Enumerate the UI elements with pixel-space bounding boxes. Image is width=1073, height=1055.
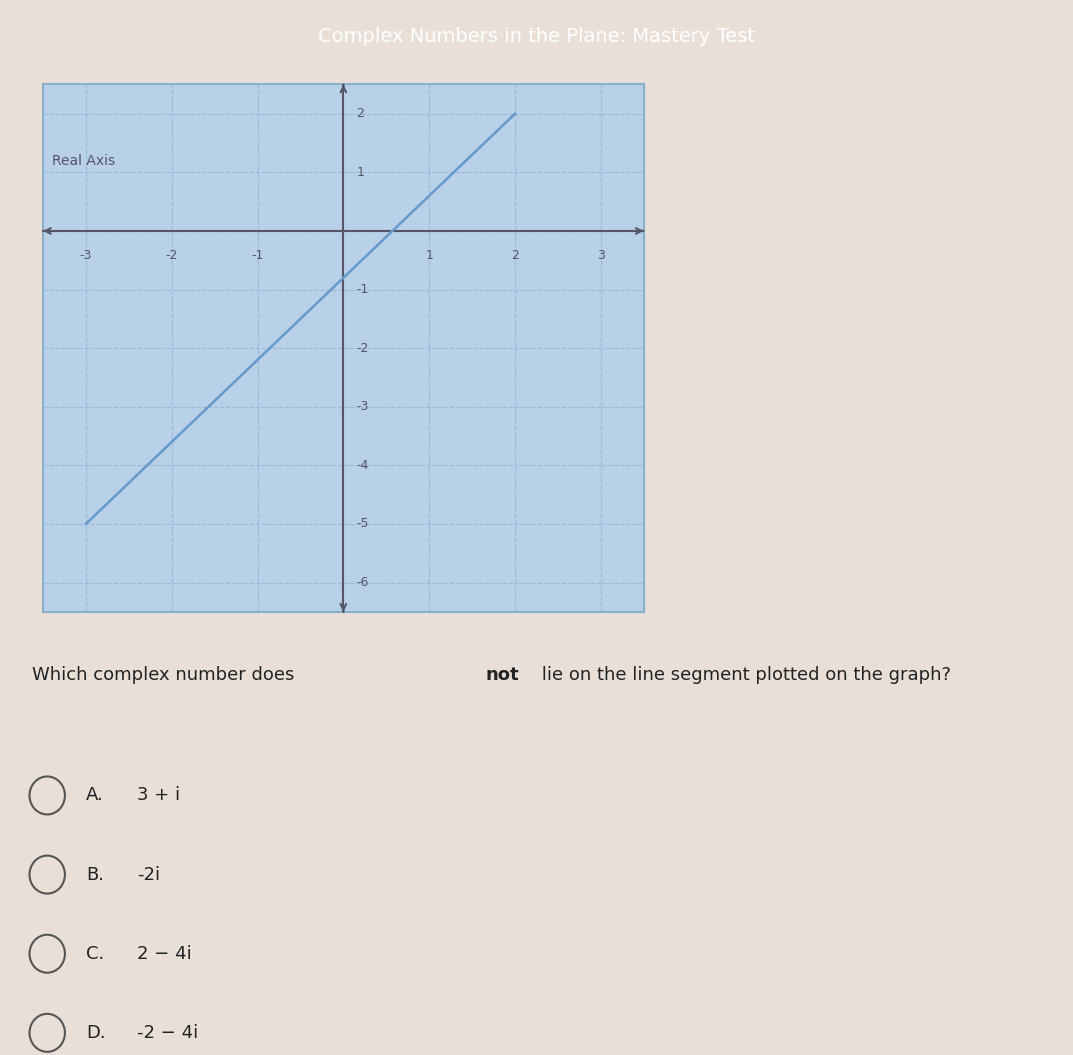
Text: not: not [485,666,519,685]
Text: Real Axis: Real Axis [52,154,115,168]
Text: 2: 2 [511,249,519,262]
Text: C.: C. [86,944,104,963]
Text: -4: -4 [356,459,369,472]
Text: Complex Numbers in the Plane: Mastery Test: Complex Numbers in the Plane: Mastery Te… [318,27,755,46]
Text: 1: 1 [356,166,364,178]
Text: -2 − 4i: -2 − 4i [137,1023,199,1042]
Text: -5: -5 [356,518,369,531]
Text: -3: -3 [79,249,92,262]
Text: D.: D. [86,1023,105,1042]
Text: 2: 2 [356,108,364,120]
Text: 3: 3 [597,249,605,262]
Text: -1: -1 [251,249,264,262]
Text: 2 − 4i: 2 − 4i [137,944,192,963]
Text: A.: A. [86,786,104,805]
Text: -1: -1 [356,283,369,296]
Text: lie on the line segment plotted on the graph?: lie on the line segment plotted on the g… [536,666,952,685]
Text: 3 + i: 3 + i [137,786,180,805]
Text: -2: -2 [356,342,369,354]
Text: 1: 1 [425,249,433,262]
Text: -2i: -2i [137,865,161,884]
Text: -6: -6 [356,576,369,589]
Text: Which complex number does: Which complex number does [32,666,299,685]
Text: -2: -2 [165,249,178,262]
Text: -3: -3 [356,400,369,414]
Text: B.: B. [86,865,104,884]
